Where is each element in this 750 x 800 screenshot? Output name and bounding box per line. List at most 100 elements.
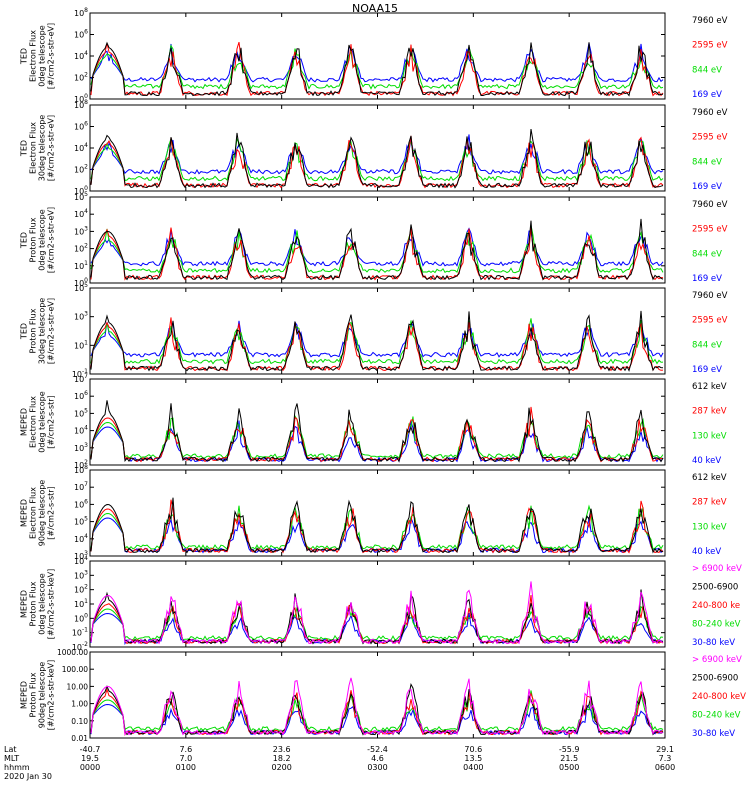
legend-entry: 40 keV (692, 547, 721, 557)
footer-hhmm-value: 0500 (559, 763, 579, 772)
y-axis-label: TEDElectron Flux30deg telescope[#/cm2-s-… (20, 115, 56, 182)
legend-entry: 40 keV (692, 456, 721, 466)
y-tick-label: 101 (74, 598, 88, 609)
y-tick-label: 108 (74, 464, 88, 475)
series-line (90, 310, 664, 372)
footer-row-label: MLT (4, 754, 19, 763)
series-line (90, 41, 664, 97)
legend-entry: 2595 eV (692, 41, 728, 51)
legend-entry: 80-240 keV (692, 711, 741, 721)
footer-mlt-value: 18.2 (273, 754, 291, 763)
y-tick-label: 104 (74, 555, 88, 566)
series-line (90, 581, 664, 645)
series-line (90, 504, 664, 551)
series-line (90, 497, 664, 554)
y-tick-label: 107 (74, 481, 88, 492)
series-line (90, 225, 664, 274)
footer-lat-value: 23.6 (273, 745, 291, 754)
y-axis-label: TEDProton Flux30deg telescope[#/cm2-s-st… (20, 298, 56, 365)
series-line (90, 414, 664, 459)
y-tick-label: 107 (74, 373, 88, 384)
footer-hhmm-value: 0400 (463, 763, 483, 772)
legend-entry: 7960 eV (692, 16, 728, 26)
series-line (90, 603, 664, 642)
legend-entry: 844 eV (692, 249, 722, 259)
legend-entry: 7960 eV (692, 108, 728, 118)
footer-hhmm-value: 0200 (271, 763, 291, 772)
y-tick-label: 103 (74, 550, 88, 561)
y-tick-label: 10-1 (72, 368, 88, 379)
legend-entry: > 6900 keV (692, 564, 742, 574)
legend-entry: 844 eV (692, 65, 722, 75)
legend-entry: 2595 eV (692, 133, 728, 143)
y-tick-label: 106 (74, 498, 88, 509)
panel-8: 0.01 0.10 1.00 10.00 100.00 1000.00MEPEDProto… (20, 648, 747, 743)
series-line (90, 690, 664, 733)
y-tick-label: 102 (74, 459, 88, 470)
y-tick-label: 103 (74, 569, 88, 580)
footer-lat-value: 7.6 (179, 745, 192, 754)
y-tick-label: 103 (74, 442, 88, 453)
legend-entry: 7960 eV (692, 200, 728, 210)
y-axis-label: MEPEDProton Flux0deg telescope[#/cm2-s-s… (20, 569, 56, 640)
footer-hhmm-value: 0300 (367, 763, 387, 772)
legend-entry: 7960 eV (692, 291, 728, 301)
y-tick-label: 106 (74, 29, 88, 40)
series-line (90, 320, 664, 358)
legend-entry: 287 keV (692, 498, 727, 508)
legend-entry: 80-240 keV (692, 620, 741, 630)
legend-entry: > 6900 keV (692, 655, 742, 665)
footer-row-label: 2020 Jan 30 (4, 772, 52, 781)
panels: 100 102 104 106 108 TEDElectron Flux0deg tele… (20, 7, 747, 743)
footer-lat-value: -52.4 (367, 745, 388, 754)
legend-entry: 240-800 keV (692, 692, 746, 702)
series-line (90, 218, 664, 281)
y-tick-label: 105 (74, 282, 88, 293)
footer-mlt-value: 13.5 (464, 754, 482, 763)
panel-7: 10-2 10-1 100 101 102 103 104 MEPEDProton Flux0… (20, 555, 743, 652)
legend-entry: 130 keV (692, 522, 727, 532)
y-tick-label: 100 (74, 93, 88, 104)
series-line (90, 677, 664, 736)
y-tick-label: 106 (74, 121, 88, 132)
y-tick-label: 1.00 (71, 700, 88, 709)
y-tick-label: 100 (74, 185, 88, 196)
series-line (90, 589, 663, 645)
legend-entry: 2500-6900 (692, 583, 738, 593)
y-tick-label: 10.00 (67, 682, 89, 691)
series-line (90, 41, 663, 97)
footer-lat-value: -55.9 (559, 745, 580, 754)
y-tick-label: 102 (74, 164, 88, 175)
y-tick-label: 108 (74, 7, 88, 18)
series-line (90, 227, 664, 267)
y-tick-label: 10-2 (72, 641, 88, 652)
y-tick-label: 0.10 (71, 717, 88, 726)
legend-entry: 844 eV (692, 157, 722, 167)
y-axis-label: MEPEDElectron Flux0deg telescope[#/cm2-s… (20, 391, 56, 452)
footer-row-label: Lat (4, 745, 17, 754)
series-line (90, 318, 664, 365)
legend-entry: 612 keV (692, 473, 727, 483)
legend-entry: 30-80 keV (692, 638, 735, 648)
y-tick-label: 105 (74, 191, 88, 202)
y-tick-label: 101 (74, 339, 88, 350)
footer-mlt-value: 21.5 (560, 754, 578, 763)
y-tick-label: 10-1 (72, 627, 88, 638)
y-tick-label: 105 (74, 407, 88, 418)
legend-entry: 169 eV (692, 365, 722, 375)
series-line (90, 42, 664, 83)
series-line (90, 227, 664, 281)
chart-title: NOAA15 (352, 2, 398, 15)
legend-entry: 844 eV (692, 340, 722, 350)
legend-entry: 287 keV (692, 407, 727, 417)
y-tick-label: 101 (74, 260, 88, 271)
footer-mlt-value: 19.5 (81, 754, 99, 763)
series-line (90, 317, 664, 372)
footer-lat-value: -40.7 (80, 745, 101, 754)
series-line (90, 134, 664, 175)
legend-entry: 169 eV (692, 90, 722, 100)
panel-3: 100 101 102 103 104 105 TEDProton Flux0deg tel… (20, 191, 728, 288)
y-tick-label: 108 (74, 99, 88, 110)
legend-entry: 2595 eV (692, 225, 728, 235)
legend-entry: 30-80 keV (692, 729, 735, 739)
